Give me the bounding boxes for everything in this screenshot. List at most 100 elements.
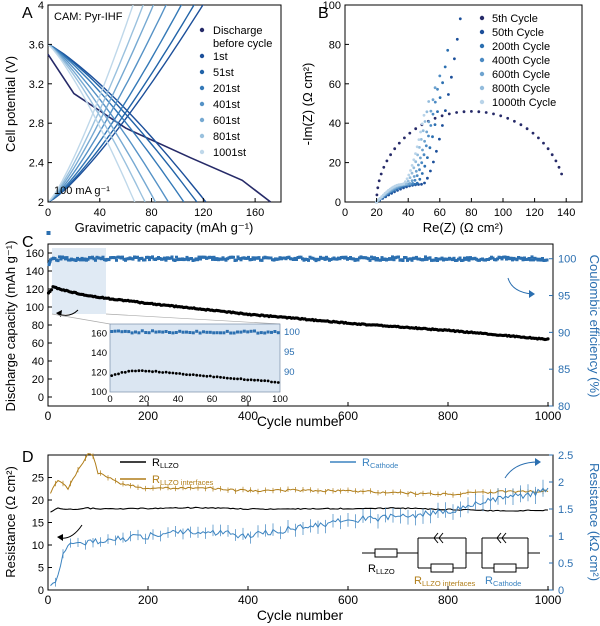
inset-efficiency-point [242,329,246,333]
impedance-point [409,169,412,172]
impedance-point [435,149,438,153]
x-tick-label: 40 [402,207,414,219]
impedance-point [420,172,424,175]
efficiency-point [401,259,405,262]
inset-capacity-point [242,378,246,381]
panel-c-inset-zoom-line [105,313,281,325]
y-tick-label: 40 [329,118,341,130]
impedance-point [412,158,416,162]
panel-a-y-ticks: 2 2.4 2.8 3.2 3.6 4 [29,0,52,209]
inset-x-tick-label: 80 [241,394,252,405]
panel-c-inset-zoom-line [51,313,111,325]
efficiency-point [212,255,216,259]
impedance-point [458,17,462,21]
impedance-point [470,110,473,113]
impedance-point [429,169,432,173]
efficiency-point [175,255,178,259]
panel-a-x-ticks: 0 40 80 120 160 [45,198,264,219]
legend-marker [479,85,485,91]
efficiency-point [137,258,141,262]
efficiency-point [404,256,408,260]
impedance-point [415,145,419,149]
x-tick-label: 80 [465,207,477,219]
efficiency-point [115,258,118,262]
inset-y-right-tick-label: 100 [284,327,300,338]
inset-y-tick-label: 120 [91,368,107,379]
panel-d-letter: D [22,449,34,466]
inset-capacity-point [195,373,199,377]
efficiency-point [461,258,465,262]
legend-label: 1000th Cycle [492,97,556,109]
impedance-point [421,129,425,133]
efficiency-point [211,257,214,261]
efficiency-point [323,257,327,261]
legend-marker [199,53,205,59]
inset-efficiency-point [157,330,161,334]
legend-label: 50th Cycle [492,27,544,39]
impedance-point [453,57,456,61]
legend-label: 801st [213,131,240,143]
efficiency-point [131,257,135,261]
impedance-point [405,177,409,181]
impedance-point [432,160,435,164]
inset-capacity-point [134,369,137,373]
y-right-tick-label: 85 [558,364,570,376]
y-tick-label: 3.6 [29,39,44,51]
y-right-tick-label: 100 [558,254,576,266]
charge-curve-601st [48,5,155,202]
impedance-point [433,116,437,120]
efficiency-point [257,256,261,260]
legend-label: RLLZO interfaces [152,474,214,487]
impedance-point [420,161,424,165]
panel-c-right-y-ticks: 80 85 90 95 100 [549,254,576,413]
inset-capacity-point [259,379,263,383]
impedance-point [412,166,416,170]
efficiency-point [295,258,298,261]
impedance-point [423,139,426,143]
inset-efficiency-point [215,331,219,335]
impedance-point [542,141,545,145]
resistance-series-R_Cathode [50,487,549,586]
impedance-point [377,179,381,183]
efficiency-point [151,255,154,259]
panel-a-annotation-bottom: 100 mA g⁻¹ [54,185,110,197]
impedance-point [433,100,437,104]
y-tick-label: 3.2 [29,79,44,91]
panel-d-legend: RLLZO RLLZO interfaces RCathode [120,457,398,487]
impedance-point [438,96,442,99]
discharge-curve-1001st [48,43,136,202]
inset-capacity-point [151,370,154,374]
inset-capacity-point [205,374,209,378]
efficiency-point [170,255,174,259]
discharge-curve-201st [48,43,185,202]
impedance-point [531,131,535,135]
efficiency-point [467,258,471,262]
efficiency-point [91,255,94,259]
inset-efficiency-point [219,331,222,335]
x-tick-label: 40 [94,207,106,219]
efficiency-point [509,256,513,260]
efficiency-point [539,258,543,262]
inset-efficiency-point [117,329,120,333]
charge-curve-201st [48,5,183,202]
inset-capacity-point [161,371,165,374]
x-tick-label: 400 [238,593,258,607]
impedance-point [425,130,429,134]
impedance-point [410,171,414,175]
charge-curve-1st [48,5,204,202]
legend-marker [479,43,485,49]
inset-capacity-point [130,369,134,373]
inset-efficiency-point [147,331,151,335]
impedance-point [414,169,418,173]
y-right-tick-label: 1.5 [558,504,573,516]
efficiency-point [541,257,544,260]
efficiency-point [48,260,52,264]
x-tick-label: 100 [494,207,512,219]
discharge-curve-801st [48,43,146,202]
y-tick-label: 60 [329,79,341,91]
efficiency-point [307,258,310,262]
inset-efficiency-point [202,330,205,334]
inset-efficiency-point [127,330,131,334]
panel-d-left-y-ticks: 0 5 10 15 20 25 [32,473,52,597]
panel-c-letter: C [22,234,34,251]
